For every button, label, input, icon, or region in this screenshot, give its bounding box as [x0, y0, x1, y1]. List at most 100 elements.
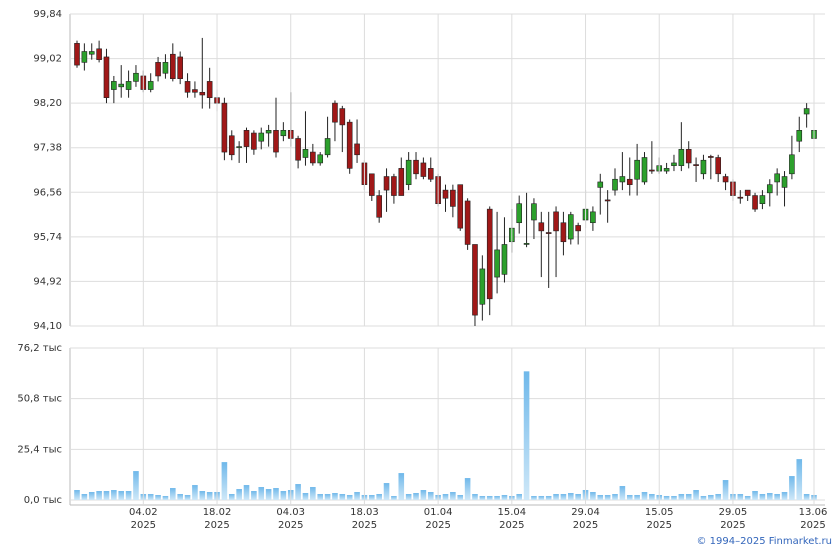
volume-bar: [199, 491, 206, 500]
candle-body: [641, 157, 648, 183]
volume-bar: [88, 492, 95, 500]
volume-bar: [184, 495, 191, 500]
candle-body: [612, 178, 618, 191]
candle-body: [560, 222, 567, 243]
volume-bar: [531, 496, 537, 500]
candle-body: [774, 173, 780, 183]
volume-bar: [501, 495, 508, 500]
volume-bar: [236, 489, 242, 500]
candle-body: [789, 154, 795, 175]
candle-body: [427, 168, 434, 180]
candle-body: [147, 81, 154, 90]
candle-body: [317, 154, 324, 164]
volume-bar: [523, 371, 530, 500]
volume-bar: [737, 494, 744, 500]
candle-body: [339, 108, 346, 126]
candle-body: [567, 214, 574, 240]
volume-bar: [752, 491, 758, 500]
candle-body: [398, 168, 405, 196]
candle-body: [184, 81, 191, 93]
candle-body: [700, 159, 707, 175]
volume-bar: [133, 471, 139, 500]
candle-body: [251, 132, 257, 150]
volume-bar: [538, 496, 545, 500]
x-tick-label: 29.04 2025: [571, 507, 600, 531]
volume-bar: [486, 496, 493, 500]
volume-bar: [678, 494, 685, 500]
volume-bar: [413, 493, 419, 500]
candle-body: [74, 43, 80, 66]
candle-body: [744, 189, 751, 196]
volume-bar: [280, 491, 287, 500]
candle-body: [243, 130, 250, 147]
volume-bar: [111, 490, 117, 500]
volume-bar: [221, 462, 228, 500]
x-tick-label: 15.05 2025: [644, 507, 674, 531]
y-tick-label: 50,8 тыс: [17, 394, 62, 405]
volume-bar: [781, 492, 788, 500]
candle-body: [170, 53, 176, 79]
volume-bar: [376, 494, 382, 500]
candle-body: [118, 83, 125, 88]
volume-bar: [457, 495, 464, 500]
candle-body: [133, 72, 139, 82]
candle-body: [420, 162, 427, 177]
volume-bar: [177, 494, 183, 500]
volume-bar: [339, 494, 346, 500]
candle-body: [649, 169, 655, 172]
x-tick-label: 15.04 2025: [497, 507, 527, 531]
candle-body: [383, 176, 390, 191]
candle-body: [626, 178, 633, 185]
volume-bar: [192, 485, 198, 500]
x-tick-label: 01.04 2025: [423, 507, 453, 531]
volume-bar: [383, 483, 390, 500]
candle-body: [472, 244, 478, 316]
volume-bar: [671, 496, 677, 500]
candle-body: [302, 149, 309, 158]
volume-bar: [789, 476, 795, 500]
volume-bar: [265, 489, 272, 500]
volume-bar: [405, 494, 412, 500]
y-tick-label: 95,74: [33, 232, 62, 243]
volume-bar: [649, 494, 655, 500]
candle-body: [708, 156, 714, 158]
candle-body: [715, 157, 721, 175]
y-tick-label: 0,0 тыс: [24, 495, 62, 506]
candle-body: [265, 130, 272, 134]
volume-bar: [170, 488, 176, 500]
volume-bar: [125, 491, 132, 500]
x-tick-label: 04.03 2025: [276, 507, 306, 531]
candle-body: [273, 130, 279, 153]
volume-bar: [597, 495, 604, 500]
volume-bar: [295, 484, 301, 500]
volume-bar: [545, 496, 552, 500]
candle-body: [597, 181, 604, 188]
volume-bar: [442, 494, 449, 500]
volume-bar: [258, 487, 265, 500]
candle-body: [442, 189, 449, 199]
volume-bar: [796, 459, 803, 500]
candle-body: [722, 176, 729, 183]
volume-bar: [663, 496, 670, 500]
volume-bar: [118, 491, 125, 500]
candle-body: [766, 184, 773, 194]
candle-body: [737, 196, 744, 199]
candle-body: [781, 176, 788, 188]
candle-body: [295, 138, 301, 161]
candle-body: [155, 62, 161, 77]
volume-bar: [472, 494, 478, 500]
candle-body: [346, 121, 353, 169]
volume-bar: [464, 478, 471, 500]
candle-body: [125, 81, 132, 90]
volume-bar: [774, 494, 780, 500]
volume-bar: [147, 494, 154, 500]
candle-body: [368, 173, 375, 196]
volume-bar: [575, 494, 581, 500]
volume-bar: [803, 494, 810, 500]
candle-body: [450, 189, 456, 207]
volume-bar: [354, 492, 360, 500]
y-tick-label: 96,56: [33, 187, 62, 198]
volume-bar: [604, 495, 611, 500]
x-tick-label: 18.02 2025: [202, 507, 232, 531]
